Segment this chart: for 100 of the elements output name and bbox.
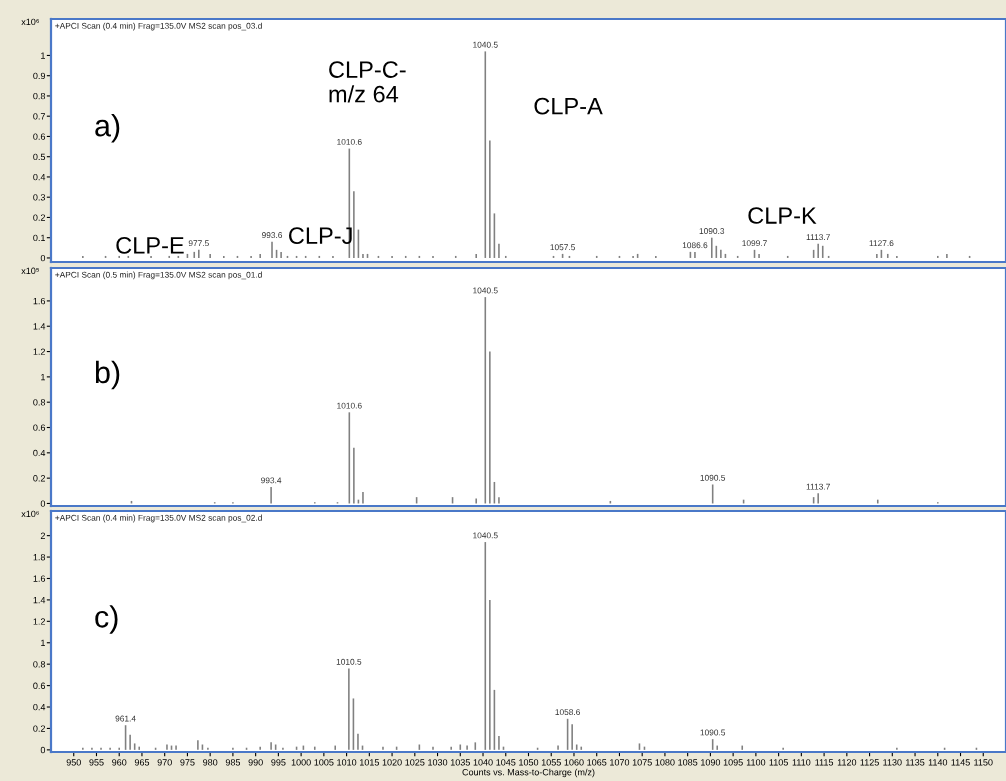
x-tick-label: 1035: [450, 759, 470, 766]
annotation: 1040.5: [473, 287, 498, 294]
annotation: 1099.7: [742, 240, 767, 247]
x-tick-label: 1130: [883, 759, 902, 766]
x-tick-label: 1065: [587, 759, 607, 766]
y-tick-label: 0.5: [33, 153, 46, 161]
annotation: 1090.5: [700, 729, 726, 736]
y-tick-label: 0.9: [33, 72, 46, 80]
x-tick-label: 1015: [359, 759, 379, 766]
x-tick-label: 1140: [928, 759, 948, 766]
y-tick-label: 0.4: [33, 173, 46, 181]
x-tick-label: 995: [271, 759, 286, 766]
y-tick-label: 0.2: [33, 475, 45, 482]
y-tick-label: 0: [40, 500, 46, 507]
x-tick-label: 960: [112, 759, 127, 766]
annotation: 1010.6: [337, 402, 362, 409]
x-tick-label: 1150: [974, 759, 993, 766]
x-tick-label: 1070: [610, 759, 630, 766]
x-tick-label: 1105: [769, 759, 788, 766]
x-tick-label: 965: [134, 759, 150, 766]
x-tick-label: 1010: [337, 759, 357, 766]
annotation: 1090.5: [700, 474, 726, 481]
x-tick-label: 985: [225, 759, 241, 766]
y-tick-label: 0.8: [33, 92, 46, 100]
x-tick-label: 1005: [314, 759, 334, 766]
y-tick-label: 1.6: [33, 575, 46, 582]
annotation: 1090.3: [699, 228, 725, 234]
x-tick-label: 1060: [564, 759, 584, 766]
y-tick-label: 0: [40, 746, 46, 754]
y-tick-label: 1: [41, 373, 45, 381]
x-tick-label: 950: [66, 759, 81, 766]
annotation: 1057.5: [550, 244, 575, 251]
x-tick-label: 955: [89, 759, 104, 766]
annotation: 1086.6: [682, 242, 708, 249]
annotation: 977.5: [188, 240, 209, 247]
y-axis-title: x10⁶: [21, 18, 40, 26]
annotation: CLP-E: [116, 237, 184, 254]
x-tick-label: 1020: [382, 759, 402, 766]
x-tick-label: 1110: [792, 759, 811, 766]
x-tick-label: 1135: [906, 759, 925, 766]
annotation: 1058.6: [555, 709, 580, 716]
y-tick-label: 0.3: [33, 194, 46, 201]
annotation: CLP-K: [748, 207, 817, 224]
x-tick-label: 1115: [815, 759, 834, 766]
y-tick-label: 2: [40, 532, 45, 539]
y-tick-label: 1.2: [33, 618, 45, 625]
x-tick-label: 1075: [632, 759, 652, 766]
annotation: 1040.5: [473, 41, 498, 48]
x-tick-label: 1050: [519, 759, 539, 766]
y-tick-label: 0: [40, 254, 46, 262]
x-tick-label: 1025: [405, 759, 425, 766]
annotation: 1010.5: [336, 658, 362, 665]
annotation: 1040.5: [473, 532, 498, 539]
annotation: a): [95, 114, 120, 143]
x-tick-label: 1055: [541, 759, 561, 766]
y-tick-label: 0.6: [33, 682, 46, 689]
annotation: 1113.7: [806, 483, 830, 490]
annotation: 993.6: [261, 232, 283, 239]
y-tick-label: 0.7: [33, 113, 45, 120]
x-tick-label: 1045: [496, 759, 516, 766]
x-axis-title: Counts vs. Mass-to-Charge (m/z): [462, 768, 595, 778]
x-tick-label: 1000: [291, 759, 311, 766]
annotation: 1127.6: [869, 240, 894, 247]
chart-title: +APCI Scan (0.5 min) Frag=135.0V MS2 scan pos_01.d: [55, 271, 262, 280]
annotation: c): [95, 605, 118, 634]
y-axis-title: x10⁵: [21, 267, 39, 274]
y-tick-label: 1.4: [33, 323, 46, 330]
x-tick-label: 1095: [723, 759, 743, 766]
annotation: 1010.6: [337, 138, 362, 145]
annotation: CLP-C- m/z 64: [329, 61, 406, 103]
x-tick-label: 1085: [678, 759, 698, 766]
y-tick-label: 1.4: [33, 596, 46, 604]
annotation: CLP-A: [534, 97, 603, 115]
y-tick-label: 0.4: [33, 703, 46, 711]
x-tick-label: 1100: [746, 759, 766, 766]
y-tick-label: 0.1: [33, 234, 46, 242]
annotation: 993.4: [261, 477, 282, 484]
x-tick-label: 980: [203, 759, 218, 766]
x-tick-label: 1090: [701, 759, 721, 766]
x-tick-label: 1030: [428, 759, 448, 766]
y-tick-label: 0.6: [33, 133, 46, 140]
y-tick-label: 0.2: [33, 725, 45, 732]
annotation: CLP-J: [289, 227, 352, 245]
x-tick-label: 975: [180, 759, 195, 766]
x-tick-label: 1145: [951, 759, 970, 766]
y-tick-label: 1.6: [33, 297, 46, 305]
annotation: 961.4: [115, 715, 136, 722]
y-tick-label: 0.8: [33, 399, 46, 406]
y-tick-label: 0.2: [33, 214, 45, 221]
annotation: b): [95, 360, 120, 390]
x-tick-label: 990: [248, 759, 263, 766]
chart-title: +APCI Scan (0.4 min) Frag=135.0V MS2 scan pos_02.d: [55, 514, 262, 523]
y-tick-label: 1.8: [33, 554, 46, 561]
y-tick-label: 0.6: [33, 424, 46, 431]
x-tick-label: 1125: [860, 759, 879, 766]
x-tick-label: 1120: [837, 759, 857, 766]
x-tick-label: 1080: [655, 759, 675, 766]
y-tick-label: 1: [41, 639, 45, 647]
y-tick-label: 1: [41, 52, 45, 59]
annotation: 1113.7: [806, 234, 830, 241]
